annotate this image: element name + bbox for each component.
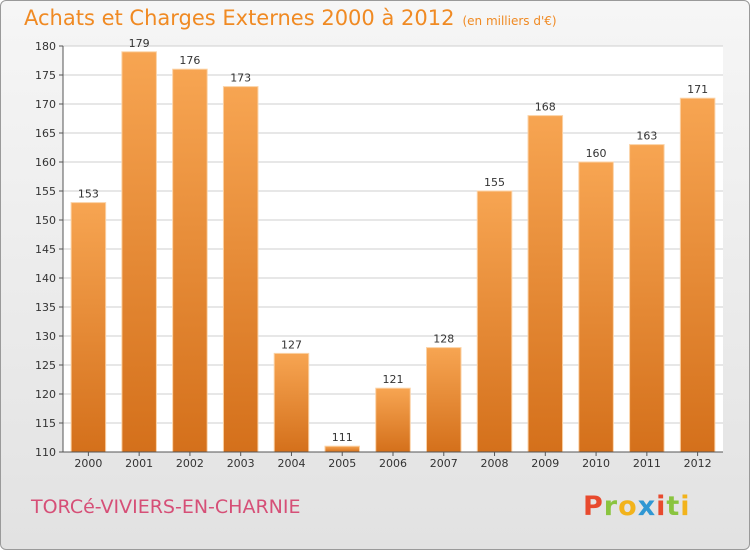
y-tick-label: 160 [35,156,56,169]
x-tick-label: 2008 [481,457,509,470]
x-tick-label: 2010 [582,457,610,470]
bar [679,97,716,453]
bar-value-label: 173 [230,72,251,85]
chart-title: Achats et Charges Externes 2000 à 2012 (e… [24,6,557,30]
logo-letter: t [666,491,681,522]
y-tick-label: 135 [35,301,56,314]
bar [375,387,411,453]
logo-letter: i [656,491,667,522]
bar-value-label: 155 [484,176,505,189]
logo-letter: i [680,491,691,522]
bar [273,352,310,453]
logo-letter: o [618,491,638,522]
bar [578,161,614,453]
bar-value-label: 171 [687,83,708,96]
bar [172,68,208,453]
y-tick-label: 130 [35,330,56,343]
x-tick-label: 2001 [125,457,153,470]
logo-letter: r [603,491,619,522]
bar-value-label: 111 [332,431,353,444]
bar [121,51,157,453]
bar-value-label: 153 [78,188,99,201]
bar-value-label: 168 [535,101,556,114]
chart-title-text: Achats et Charges Externes 2000 à 2012 [24,6,455,30]
x-tick-label: 2006 [379,457,407,470]
y-tick-label: 165 [35,127,56,140]
y-tick-label: 155 [35,185,56,198]
y-tick-label: 110 [35,446,56,459]
x-tick-label: 2005 [328,457,356,470]
y-tick-label: 175 [35,69,56,82]
bar [476,190,513,453]
bar-value-label: 160 [586,147,607,160]
bar-value-label: 121 [383,373,404,386]
bar [70,202,107,453]
bar [324,445,360,453]
bar [629,144,665,453]
bar-value-label: 179 [129,37,150,50]
y-tick-label: 120 [35,388,56,401]
axes: 110 115 120 125 130 135 140 145 150 155 160 165 170 1… [35,40,723,470]
logo-letter: x [637,491,657,522]
logo-letter: P [583,491,604,522]
y-tick-label: 125 [35,359,56,372]
y-tick-label: 180 [35,40,56,53]
commune-name: TORCé-VIVIERS-EN-CHARNIE [31,496,301,518]
bars: 153 179 176 173 127 111 121 128 155 168 160 163 171 [70,37,716,453]
y-tick-label: 145 [35,243,56,256]
x-tick-label: 2012 [684,457,712,470]
bar [527,115,564,453]
y-tick-label: 115 [35,417,56,430]
x-tick-label: 2009 [531,457,559,470]
bar-value-label: 176 [179,54,200,67]
bar [426,347,462,453]
x-tick-label: 2007 [430,457,458,470]
bar-value-label: 127 [281,338,302,351]
y-tick-label: 170 [35,98,56,111]
bar [222,86,259,453]
chart-unit-text: (en milliers d'€) [462,14,557,28]
y-tick-label: 150 [35,214,56,227]
x-tick-label: 2011 [633,457,661,470]
x-tick-label: 2002 [176,457,204,470]
bar-value-label: 163 [636,130,657,143]
x-tick-label: 2000 [74,457,102,470]
x-tick-label: 2004 [277,457,305,470]
x-tick-label: 2003 [227,457,255,470]
bar-value-label: 128 [433,333,454,346]
proxiti-logo[interactable]: Proxiti [583,491,691,522]
y-tick-label: 140 [35,272,56,285]
